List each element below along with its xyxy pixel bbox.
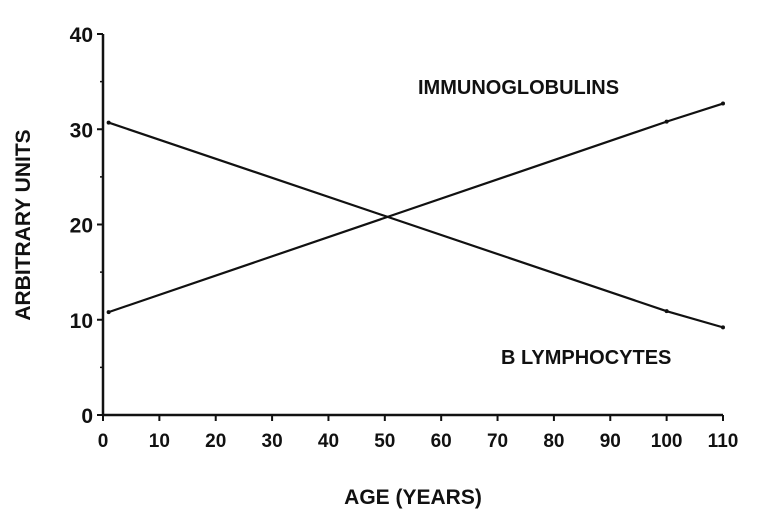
x-tick-label: 50 (374, 431, 395, 452)
series (106, 101, 725, 330)
y-tick-label: 30 (70, 119, 93, 142)
x-tick-label: 90 (600, 431, 621, 452)
y-axis-label: ARBITRARY UNITS (12, 129, 35, 320)
x-axis-label: AGE (YEARS) (344, 486, 482, 509)
data-point (721, 325, 725, 330)
x-tick-label: 30 (262, 431, 283, 452)
data-point (664, 119, 669, 124)
x-tick-label: 110 (708, 431, 739, 452)
series-line-b-lymphocytes (108, 121, 724, 329)
series-label-immunoglobulins: IMMUNOGLOBULINS (418, 77, 619, 99)
series-line-immunoglobulins (108, 102, 724, 314)
data-point (106, 120, 111, 125)
data-point (721, 101, 725, 106)
y-tick-label: 20 (70, 215, 93, 238)
y-tick-label: 40 (70, 24, 93, 47)
ticks: 0 10 20 30 40 50 60 70 80 90 100 110 0 10 20 30 40 (70, 24, 739, 452)
series-label-b-lymphocytes: B LYMPHOCYTES (501, 347, 671, 369)
data-point (106, 310, 111, 315)
x-tick-label: 40 (318, 431, 339, 452)
data-point (664, 309, 669, 314)
x-tick-label: 0 (98, 431, 109, 452)
x-tick-label: 100 (651, 431, 683, 452)
y-tick-label: 0 (81, 405, 93, 428)
x-tick-label: 20 (205, 431, 226, 452)
y-tick-label: 10 (70, 310, 93, 333)
x-tick-label: 80 (543, 431, 564, 452)
x-tick-label: 10 (149, 431, 170, 452)
x-tick-label: 70 (487, 431, 508, 452)
x-tick-label: 60 (431, 431, 452, 452)
